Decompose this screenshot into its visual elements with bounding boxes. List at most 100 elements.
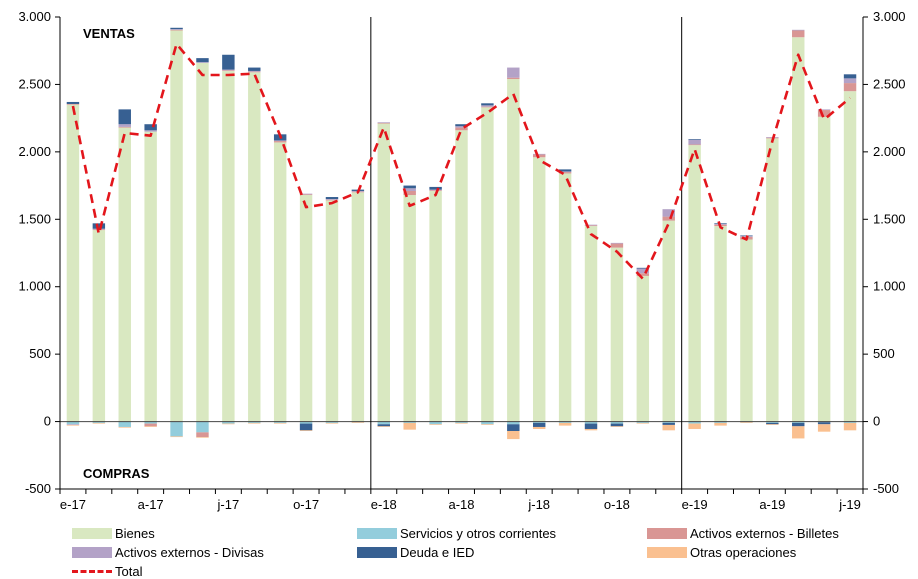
bar-2-m-18 (429, 190, 442, 191)
annotation-ventas: VENTAS (83, 26, 135, 41)
bar-0-f-18 (403, 195, 416, 422)
bar-5-jn-19 (817, 424, 831, 432)
bar-4-m-17 (118, 109, 131, 125)
y-tick-label-right: 2.500 (873, 76, 906, 91)
bar-3-o-18 (610, 242, 624, 244)
bar-3-jn-19 (817, 109, 831, 111)
bar-4-j-17 (222, 54, 235, 70)
bar-5-j-19 (843, 422, 857, 431)
y-tick-label-right: 0 (873, 414, 880, 429)
bar-2-jn-18 (507, 77, 520, 80)
bar-4-ag-18 (558, 169, 572, 172)
bar-4-n-17 (325, 197, 339, 200)
bar-5-n-18 (636, 422, 650, 424)
bar-5-my-17 (170, 436, 183, 438)
bar-1-o-18 (610, 421, 624, 424)
y-tick-label-right: 1.500 (873, 211, 906, 226)
bar-0-d-17 (351, 192, 365, 422)
bar-2-my-19 (792, 30, 805, 38)
bar-1-jn-17 (196, 421, 209, 433)
bar-3-ag-17 (248, 70, 261, 72)
bar-4-my-19 (792, 422, 805, 427)
bar-4-j-18 (532, 422, 546, 427)
bar-5-e-19 (688, 423, 701, 429)
y-tick-label-right: 1.000 (873, 279, 906, 294)
bar-3-s-17 (273, 140, 287, 142)
x-tick-label: o-17 (293, 497, 319, 512)
bar-1-j-18 (532, 421, 546, 423)
bar-2-o-18 (610, 243, 624, 248)
bar-1-n-17 (325, 421, 339, 423)
bar-4-s-18 (584, 423, 598, 429)
y-tick-label-left: 1.500 (18, 211, 51, 226)
bar-0-e-17 (66, 104, 80, 422)
bar-2-ag-17 (248, 71, 261, 73)
bar-1-f-18 (403, 421, 416, 423)
y-tick-label-right: 500 (873, 346, 895, 361)
bar-2-d-18 (662, 216, 675, 221)
bar-4-o-17 (299, 423, 313, 431)
bar-2-f-18 (403, 190, 416, 196)
bar-2-e-19 (688, 144, 701, 146)
bar-5-my-18 (481, 424, 494, 425)
bar-5-f-18 (403, 422, 416, 430)
bar-2-j-18 (532, 154, 546, 158)
bar-0-my-19 (792, 37, 805, 422)
bar-4-f-17 (92, 223, 106, 229)
x-tick-label: e-18 (371, 497, 397, 512)
bar-0-o-17 (299, 195, 313, 422)
bar-0-jn-18 (507, 79, 520, 422)
bar-3-e-17 (66, 424, 80, 425)
bar-0-n-18 (636, 275, 650, 422)
bar-3-a-17 (144, 130, 157, 132)
bar-2-my-17 (170, 29, 183, 31)
bar-3-my-18 (481, 105, 494, 107)
bar-4-m-18 (429, 186, 442, 190)
y-tick-label-right: 3.000 (873, 9, 906, 24)
y-tick-label-left: -500 (25, 481, 51, 496)
x-tick-label: e-17 (60, 497, 86, 512)
bar-1-s-18 (584, 421, 598, 424)
bar-2-s-17 (273, 141, 287, 143)
bar-4-a-17 (144, 124, 157, 131)
bar-3-e-18 (377, 122, 390, 123)
bar-0-m-19 (740, 239, 753, 422)
bar-5-m-19 (740, 422, 753, 423)
bar-2-jn-19 (817, 110, 831, 117)
bar-5-f-17 (92, 422, 106, 424)
bar-4-f-18 (403, 185, 416, 189)
bar-0-n-17 (325, 200, 339, 422)
bar-1-j-17 (222, 421, 235, 424)
bar-0-m-18 (429, 190, 442, 422)
bar-4-o-18 (610, 423, 624, 427)
bar-3-ag-18 (558, 171, 572, 173)
x-tick-label: o-18 (604, 497, 630, 512)
bar-1-j-19 (843, 421, 857, 423)
bar-2-ag-18 (558, 172, 572, 174)
y-tick-label-left: 500 (29, 346, 51, 361)
x-tick-label: a-19 (759, 497, 785, 512)
bar-5-o-18 (610, 426, 624, 427)
bar-3-my-19 (792, 29, 805, 31)
bar-0-j-18 (532, 157, 546, 422)
bar-4-ag-17 (248, 67, 261, 71)
bar-3-d-18 (662, 209, 675, 217)
bar-3-my-17 (170, 29, 183, 30)
bar-5-m-18 (429, 424, 442, 425)
bar-5-e-18 (377, 426, 390, 427)
bar-2-m-17 (118, 126, 131, 128)
bar-1-ag-17 (248, 421, 261, 423)
bar-4-d-18 (662, 422, 675, 425)
bar-3-o-17 (299, 193, 313, 195)
bar-2-jn-17 (196, 432, 209, 438)
bar-5-my-19 (792, 426, 805, 439)
annotation-compras: COMPRAS (83, 466, 150, 481)
bar-2-e-17 (66, 103, 80, 105)
bar-2-n-18 (636, 273, 650, 276)
bar-3-jn-17 (196, 62, 209, 63)
x-tick-label: j-19 (838, 497, 861, 512)
bar-1-m-18 (429, 421, 442, 425)
bar-4-jn-18 (507, 424, 520, 432)
bar-0-o-18 (610, 247, 624, 422)
